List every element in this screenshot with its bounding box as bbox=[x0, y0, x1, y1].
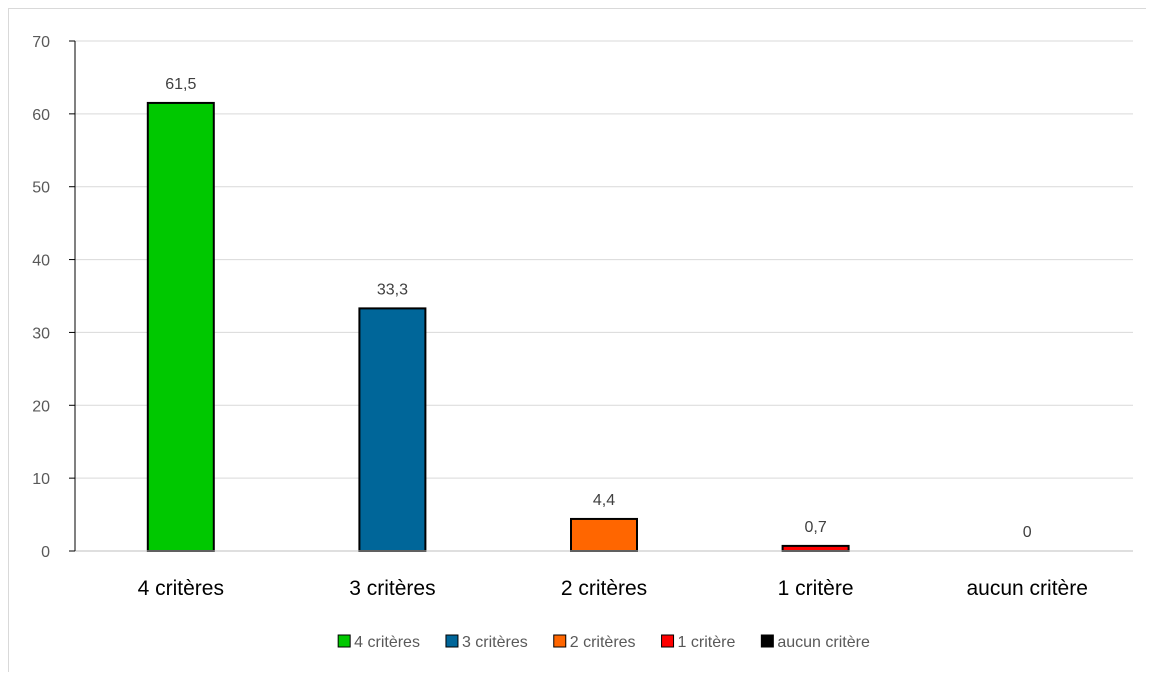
bar bbox=[146, 101, 215, 553]
data-label: 0,7 bbox=[804, 519, 826, 536]
y-axis-tick-labels: 0 10 20 30 40 50 60 70 bbox=[32, 34, 50, 561]
x-tick-label: aucun critère bbox=[966, 577, 1087, 600]
legend: 4 critères 3 critères 2 critères 1 critère a… bbox=[337, 634, 870, 651]
legend-label: 3 critères bbox=[462, 634, 528, 651]
data-label: 61,5 bbox=[165, 76, 196, 93]
data-labels: 61,5 33,3 4,4 0,7 0 bbox=[165, 76, 1032, 541]
y-tick-label: 60 bbox=[32, 107, 50, 124]
x-tick-label: 3 critères bbox=[349, 577, 435, 600]
legend-swatch bbox=[661, 634, 675, 648]
legend-swatch bbox=[553, 634, 567, 648]
data-label: 33,3 bbox=[377, 281, 408, 298]
x-tick-label: 4 critères bbox=[138, 577, 224, 600]
chart-frame bbox=[8, 8, 1146, 672]
y-tick-label: 0 bbox=[41, 544, 50, 561]
legend-label: 1 critère bbox=[678, 634, 736, 651]
legend-swatch bbox=[337, 634, 351, 648]
y-tick-label: 40 bbox=[32, 253, 50, 270]
gridlines bbox=[69, 40, 1133, 552]
y-tick-label: 70 bbox=[32, 34, 50, 51]
y-tick-label: 30 bbox=[32, 325, 50, 342]
y-tick-label: 50 bbox=[32, 180, 50, 197]
bar bbox=[781, 544, 850, 553]
x-tick-label: 1 critère bbox=[778, 577, 854, 600]
data-label: 0 bbox=[1023, 524, 1032, 541]
data-label: 4,4 bbox=[593, 492, 615, 509]
y-tick-label: 10 bbox=[32, 471, 50, 488]
x-tick-label: 2 critères bbox=[561, 577, 647, 600]
legend-label: 2 critères bbox=[570, 634, 636, 651]
bar bbox=[570, 517, 638, 553]
bar bbox=[358, 307, 427, 552]
legend-label: 4 critères bbox=[354, 634, 420, 651]
y-tick-label: 20 bbox=[32, 398, 50, 415]
legend-swatch bbox=[445, 634, 459, 648]
x-axis-category-labels: 4 critères 3 critères 2 critères 1 critère a… bbox=[138, 577, 1088, 600]
legend-label: aucun critère bbox=[777, 634, 870, 651]
legend-swatch bbox=[760, 634, 774, 648]
bars bbox=[146, 101, 850, 553]
